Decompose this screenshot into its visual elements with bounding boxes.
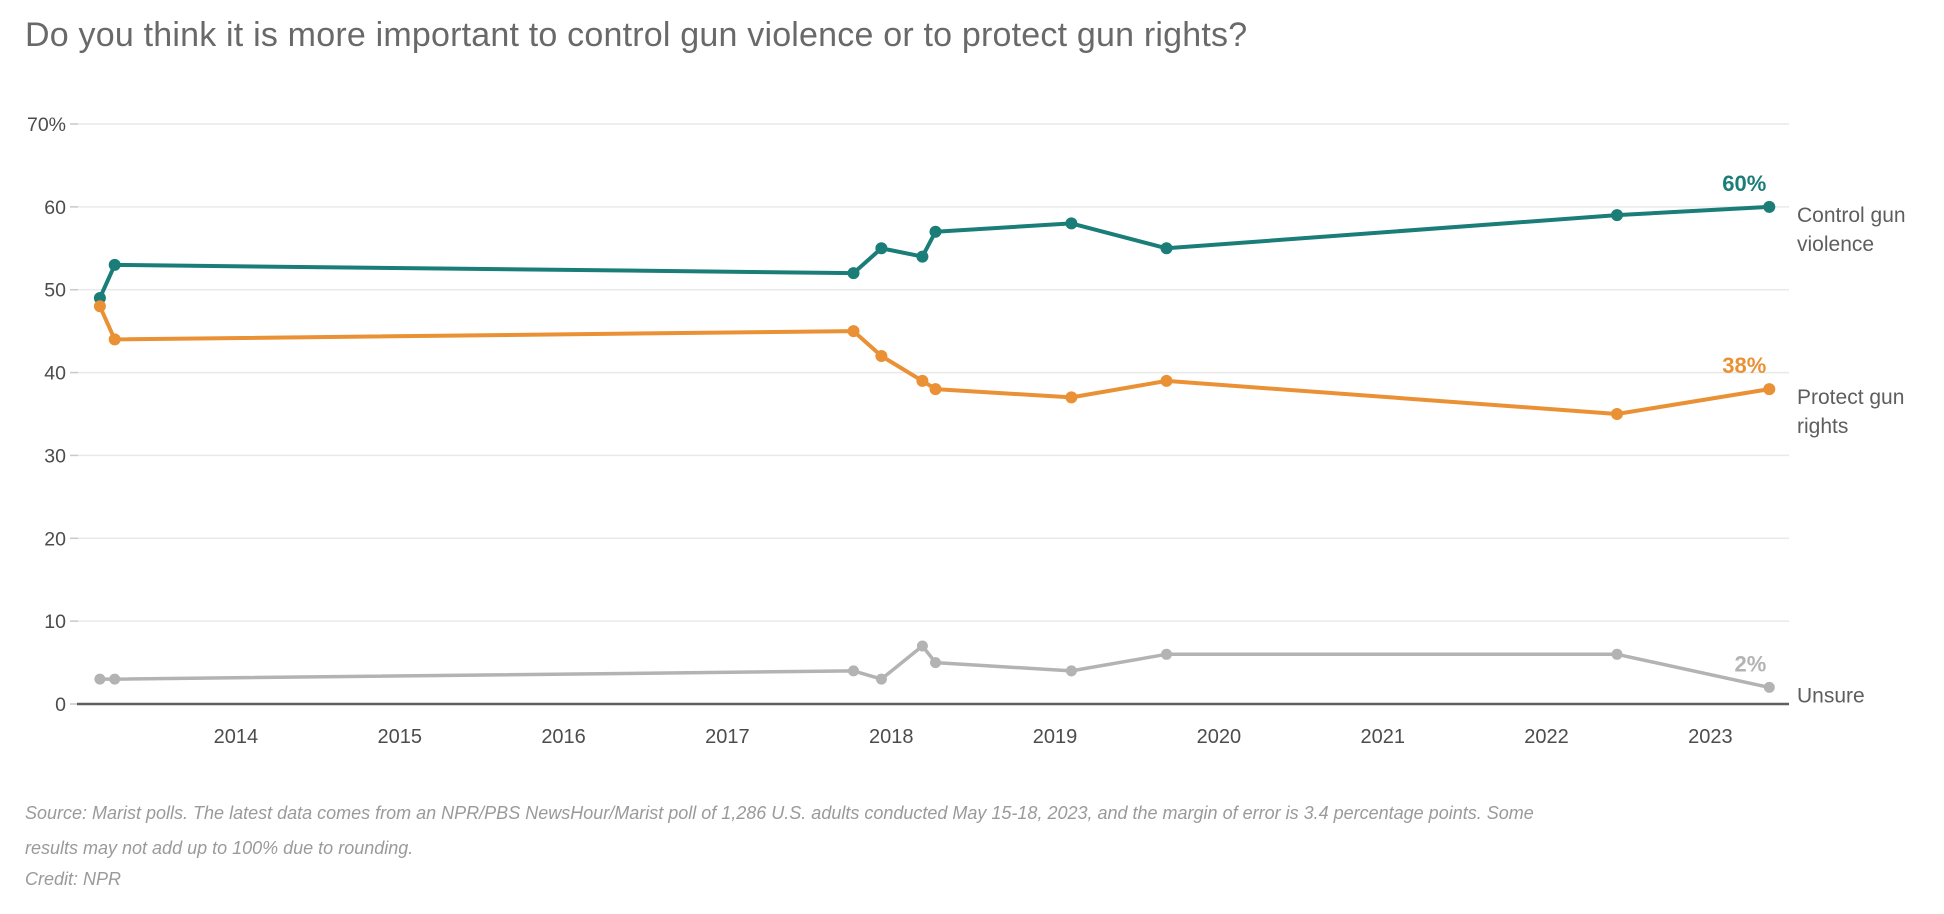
chart-title: Do you think it is more important to con… (25, 16, 1248, 54)
y-axis-tick-label: 10 (44, 611, 66, 633)
series-line-protect-gun-rights (97, 304, 1772, 416)
data-point-control-gun-violence (916, 250, 929, 263)
data-point-unsure (1161, 648, 1172, 660)
end-value-label-control-gun-violence: 60% (1722, 171, 1766, 196)
series-label-control-gun-violence: violence (1797, 233, 1874, 256)
x-axis-year-label: 2014 (214, 726, 259, 748)
line-chart: 0 10 20 30 40 50 60 70% 2014 2015 2016 2017 2018 2019… (27, 114, 1906, 748)
data-point-protect-gun-rights (875, 350, 888, 362)
data-point-unsure (916, 640, 928, 652)
x-axis-year-label: 2022 (1524, 726, 1569, 748)
data-point-control-gun-violence (929, 225, 942, 238)
data-point-control-gun-violence (1160, 242, 1173, 255)
y-axis-tick-label: 70% (27, 114, 66, 136)
data-point-control-gun-violence (875, 242, 888, 255)
data-point-protect-gun-rights (1065, 391, 1078, 404)
y-axis-tick-label: 60 (44, 197, 66, 219)
data-point-unsure (1065, 665, 1077, 677)
data-point-protect-gun-rights (1611, 408, 1623, 420)
data-point-control-gun-violence (108, 258, 121, 271)
end-value-label-unsure: 2% (1735, 651, 1767, 676)
y-axis-tick-label: 20 (44, 528, 66, 550)
y-axis-tick-label: 30 (44, 445, 66, 467)
data-point-protect-gun-rights (93, 300, 106, 313)
end-value-label-protect-gun-rights: 38% (1722, 353, 1766, 378)
data-point-control-gun-violence (1065, 217, 1078, 230)
data-point-unsure (875, 673, 887, 685)
series-label-control-gun-violence: Control gun (1797, 204, 1906, 227)
y-axis-tick-label: 40 (44, 363, 66, 385)
x-axis-year-label: 2020 (1197, 726, 1242, 748)
data-point-unsure (94, 673, 106, 685)
x-axis-year-label: 2021 (1360, 726, 1405, 748)
data-point-unsure (109, 673, 121, 685)
data-point-control-gun-violence (93, 292, 106, 304)
series-label-unsure: Unsure (1797, 684, 1865, 707)
data-point-unsure (1611, 648, 1623, 660)
data-point-control-gun-violence (1611, 209, 1623, 222)
data-point-unsure (848, 665, 859, 677)
x-axis-year-label: 2018 (869, 726, 914, 748)
series-label-protect-gun-rights: Protect gun (1797, 386, 1904, 409)
x-axis-year-label: 2015 (377, 726, 422, 748)
data-point-unsure (930, 657, 941, 669)
data-point-protect-gun-rights (929, 383, 942, 396)
source-note: Source: Marist polls. The latest data co… (25, 803, 1534, 858)
series-label-protect-gun-rights: rights (1797, 415, 1848, 438)
data-point-unsure (1763, 681, 1775, 693)
data-point-protect-gun-rights (1763, 383, 1776, 396)
data-point-protect-gun-rights (1160, 374, 1173, 387)
data-point-protect-gun-rights (108, 333, 121, 346)
data-point-protect-gun-rights (847, 325, 860, 338)
data-point-control-gun-violence (847, 267, 860, 280)
series-line-unsure (98, 644, 1772, 690)
data-point-control-gun-violence (1763, 200, 1776, 213)
series-line-control-gun-violence (97, 204, 1772, 300)
y-axis-tick-label: 50 (44, 280, 66, 302)
credit-note: Credit: NPR (25, 869, 122, 889)
x-axis-year-label: 2016 (541, 726, 586, 748)
x-axis-year-label: 2019 (1033, 726, 1078, 748)
y-axis-tick-label: 0 (55, 694, 66, 716)
x-axis-year-label: 2023 (1688, 726, 1733, 748)
x-axis-year-label: 2017 (705, 726, 750, 748)
data-point-protect-gun-rights (916, 374, 929, 387)
